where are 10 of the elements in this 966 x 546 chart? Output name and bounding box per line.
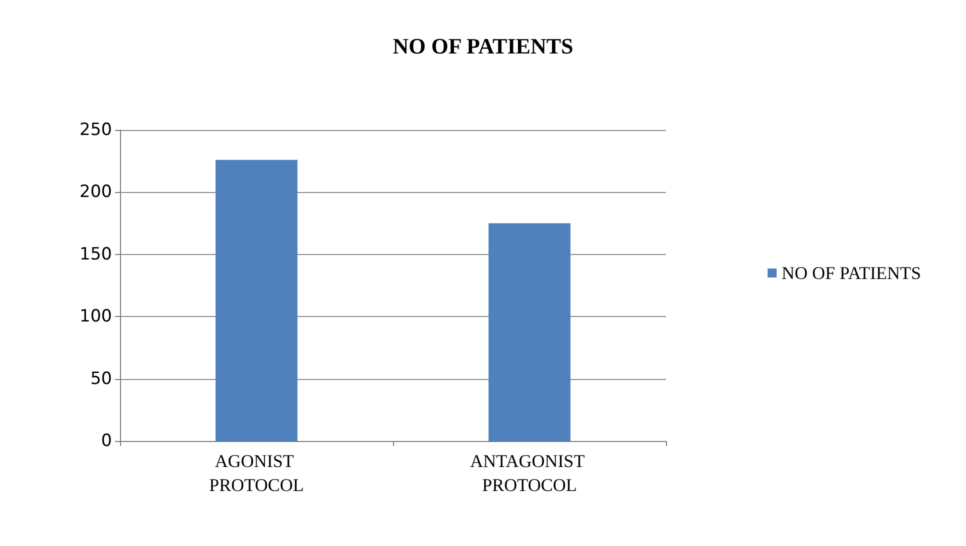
- y-tick-label: 100: [80, 306, 112, 327]
- x-tick-label: AGONIST PROTOCOL: [209, 451, 304, 495]
- y-tick-label: 150: [80, 244, 112, 264]
- y-tick-label: 250: [80, 120, 112, 140]
- y-tick-label: 0: [101, 431, 112, 451]
- x-tick-label: ANTAGONIST PROTOCOL: [470, 451, 589, 495]
- legend-label: NO OF PATIENTS: [782, 263, 921, 283]
- y-tick-label: 200: [80, 182, 112, 202]
- chart-title: NO OF PATIENTS: [392, 34, 574, 58]
- y-tick-label: 50: [90, 368, 112, 389]
